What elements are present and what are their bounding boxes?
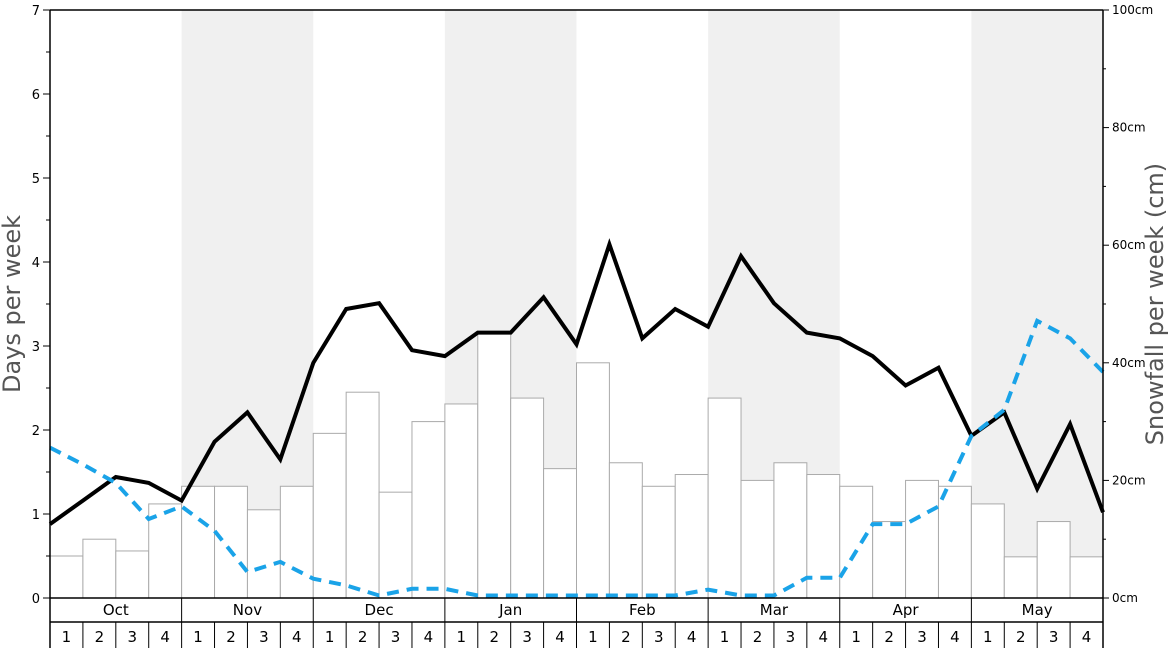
week-label: 4 bbox=[292, 628, 302, 646]
right-tick-label: 40cm bbox=[1112, 356, 1146, 370]
bar bbox=[411, 421, 446, 599]
month-label-mar: Mar bbox=[760, 601, 789, 619]
week-label: 2 bbox=[1016, 628, 1026, 646]
week-label: 1 bbox=[983, 628, 993, 646]
week-label: 3 bbox=[917, 628, 927, 646]
week-label: 4 bbox=[819, 628, 829, 646]
bar bbox=[279, 485, 314, 599]
bar bbox=[214, 485, 248, 599]
week-label: 4 bbox=[1082, 628, 1092, 646]
week-label: 1 bbox=[325, 628, 335, 646]
right-tick-label: 80cm bbox=[1112, 121, 1146, 135]
bar bbox=[937, 485, 972, 599]
right-tick-label: 20cm bbox=[1112, 473, 1146, 487]
week-label: 3 bbox=[127, 628, 137, 646]
month-label-nov: Nov bbox=[233, 601, 262, 619]
week-label: 3 bbox=[654, 628, 664, 646]
left-tick-label: 7 bbox=[32, 4, 40, 19]
left-axis-title: Days per week bbox=[0, 215, 26, 393]
bar bbox=[1069, 556, 1104, 599]
week-label: 3 bbox=[522, 628, 532, 646]
month-label-feb: Feb bbox=[629, 601, 656, 619]
week-label: 1 bbox=[588, 628, 598, 646]
week-label: 1 bbox=[457, 628, 467, 646]
week-label: 2 bbox=[621, 628, 631, 646]
bar bbox=[707, 397, 742, 599]
bar bbox=[905, 479, 939, 599]
right-axis-title: Snowfall per week (cm) bbox=[1141, 163, 1168, 445]
week-label: 2 bbox=[226, 628, 236, 646]
week-label: 1 bbox=[720, 628, 730, 646]
bar bbox=[773, 462, 808, 599]
week-label: 4 bbox=[160, 628, 170, 646]
week-label: 3 bbox=[259, 628, 269, 646]
bar bbox=[49, 555, 84, 599]
week-label: 3 bbox=[391, 628, 401, 646]
month-label-may: May bbox=[1022, 601, 1053, 619]
week-label: 4 bbox=[950, 628, 960, 646]
bar bbox=[641, 485, 676, 599]
bar bbox=[740, 479, 775, 599]
week-label: 3 bbox=[786, 628, 796, 646]
week-label: 3 bbox=[1049, 628, 1059, 646]
bar bbox=[312, 432, 347, 599]
bar bbox=[543, 468, 577, 599]
week-label: 2 bbox=[884, 628, 894, 646]
week-label: 4 bbox=[555, 628, 565, 646]
bar bbox=[246, 509, 281, 599]
week-label: 2 bbox=[95, 628, 105, 646]
week-label: 1 bbox=[62, 628, 72, 646]
left-tick-label: 4 bbox=[32, 256, 40, 271]
month-label-jan: Jan bbox=[498, 601, 522, 619]
right-tick-label: 100cm bbox=[1112, 3, 1153, 17]
dashed-series-line bbox=[49, 317, 1105, 598]
week-label: 2 bbox=[753, 628, 763, 646]
week-label: 2 bbox=[489, 628, 499, 646]
solid-series-line bbox=[48, 238, 1105, 526]
bar bbox=[82, 538, 117, 599]
day-series-lines bbox=[48, 238, 1105, 598]
snowfall-bars bbox=[49, 332, 1104, 599]
left-tick-label: 1 bbox=[32, 508, 40, 523]
week-label: 4 bbox=[687, 628, 697, 646]
left-tick-label: 0 bbox=[32, 592, 40, 607]
bar bbox=[1036, 521, 1071, 599]
right-tick-label: 60cm bbox=[1112, 238, 1146, 252]
week-label: 4 bbox=[424, 628, 434, 646]
bar bbox=[970, 503, 1005, 599]
month-label-dec: Dec bbox=[365, 601, 394, 619]
bar bbox=[444, 403, 479, 599]
month-label-apr: Apr bbox=[893, 601, 920, 619]
right-tick-label: 0cm bbox=[1112, 591, 1138, 605]
bar bbox=[345, 391, 380, 599]
bar bbox=[674, 474, 709, 599]
axis-labels: 0 1 2 3 4 5 6 7 0cm 20cm 40cm 60cm 80cm 100cm Oct Nov De… bbox=[32, 3, 1153, 646]
bar bbox=[576, 362, 610, 599]
axes bbox=[43, 9, 1109, 648]
bar bbox=[477, 332, 512, 599]
month-shade-may bbox=[971, 10, 1103, 598]
left-tick-label: 2 bbox=[32, 424, 40, 439]
month-label-oct: Oct bbox=[103, 601, 129, 619]
bar bbox=[115, 550, 150, 599]
bar bbox=[872, 521, 907, 599]
bar bbox=[181, 485, 216, 599]
bar bbox=[839, 485, 874, 599]
bar bbox=[608, 462, 643, 599]
bar bbox=[1003, 556, 1038, 599]
week-label: 1 bbox=[193, 628, 203, 646]
bar bbox=[378, 491, 413, 599]
bar bbox=[510, 397, 545, 599]
week-label: 1 bbox=[851, 628, 861, 646]
bar bbox=[148, 503, 183, 599]
week-label: 2 bbox=[358, 628, 368, 646]
left-tick-label: 6 bbox=[32, 88, 40, 103]
left-tick-label: 5 bbox=[32, 172, 40, 187]
left-tick-label: 3 bbox=[32, 340, 40, 355]
month-shading bbox=[181, 10, 1103, 598]
